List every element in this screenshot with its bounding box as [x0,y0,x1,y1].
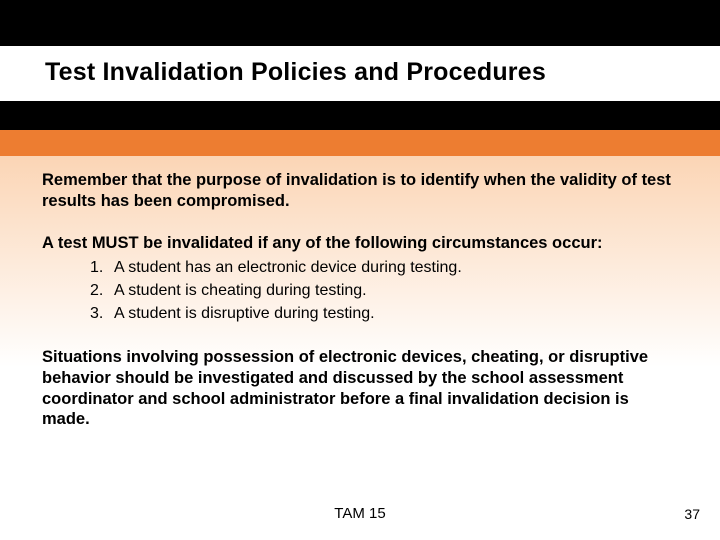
list-item: 2. A student is cheating during testing. [90,279,678,302]
list-item: 3. A student is disruptive during testin… [90,302,678,325]
content-area: Remember that the purpose of invalidatio… [0,156,720,540]
footer-reference: TAM 15 [0,505,720,522]
slide: Test Invalidation Policies and Procedure… [0,0,720,540]
accent-bar [0,130,720,156]
circumstance-list: 1. A student has an electronic device du… [90,256,678,326]
list-text: A student has an electronic device durin… [114,259,462,276]
list-item: 1. A student has an electronic device du… [90,256,678,279]
closing-paragraph: Situations involving possession of elect… [42,347,678,430]
list-text: A student is disruptive during testing. [114,305,375,322]
page-number: 37 [684,506,700,522]
intro-paragraph: Remember that the purpose of invalidatio… [42,170,678,211]
list-number: 1. [90,256,103,279]
slide-title: Test Invalidation Policies and Procedure… [45,58,685,87]
list-text: A student is cheating during testing. [114,282,367,299]
list-number: 2. [90,279,103,302]
must-lead-paragraph: A test MUST be invalidated if any of the… [42,233,678,254]
list-number: 3. [90,302,103,325]
